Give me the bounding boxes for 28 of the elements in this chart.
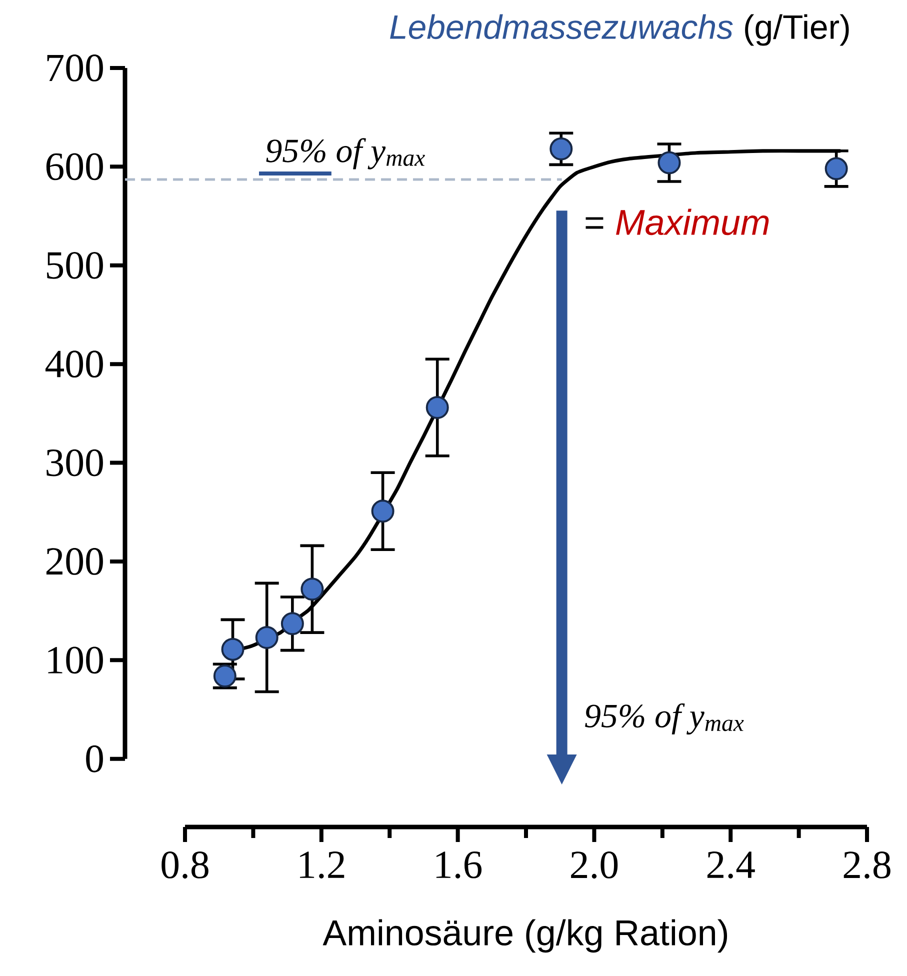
- ref-line-label: 95% of y$_{max}$: [266, 138, 425, 170]
- x-tick-label: 1.2: [300, 852, 344, 878]
- y-tick-label: 300: [46, 449, 103, 476]
- x-tick-label: 2.8: [844, 852, 890, 879]
- x-tick-label: 0.8: [162, 852, 208, 879]
- y-tick-label: 0: [86, 745, 103, 772]
- y-tick-label: 200: [46, 548, 103, 575]
- ref-line-label: 95% of y$_{max}$: [585, 703, 744, 734]
- chart-title: Lebendmassezuwachs (g/Tier): [390, 14, 849, 46]
- point: [371, 500, 394, 523]
- point: [824, 157, 848, 180]
- point: [221, 638, 244, 661]
- point: [658, 151, 681, 174]
- y-tick-label: 700: [47, 54, 103, 82]
- x-tick-label: 2.4: [707, 852, 755, 878]
- y-tick-label: 400: [45, 350, 103, 378]
- x-tick-label: 1.6: [436, 852, 482, 878]
- y-tick-label: 600: [46, 153, 103, 180]
- point: [426, 396, 449, 420]
- point: [280, 612, 304, 636]
- point: [300, 578, 324, 601]
- x-tick-label: 2.0: [571, 852, 618, 879]
- annotation: = Maximum: [586, 208, 769, 236]
- point: [255, 626, 278, 649]
- y-tick-label: 500: [47, 252, 103, 279]
- y-tick-label: 100: [48, 646, 103, 674]
- point: [550, 137, 573, 160]
- x-axis-title: Aminosäure (g/kg Ration): [322, 919, 728, 953]
